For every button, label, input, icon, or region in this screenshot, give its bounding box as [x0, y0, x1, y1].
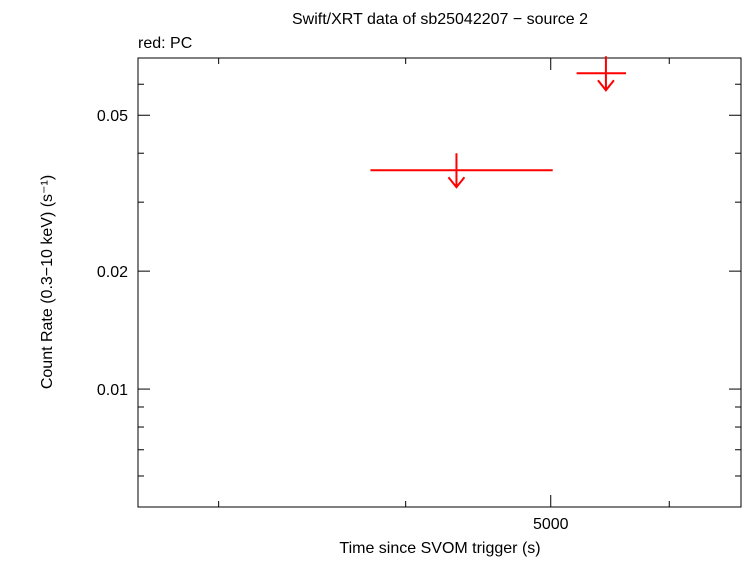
chart-title: Swift/XRT data of sb25042207 − source 2 [292, 11, 588, 28]
y-tick-label: 0.01 [97, 382, 128, 399]
plot-frame [137, 57, 742, 508]
subtitle: red: PC [138, 35, 192, 52]
y-tick-label: 0.05 [97, 108, 128, 125]
x-axis-label: Time since SVOM trigger (s) [339, 540, 540, 557]
upper-limit-arrow [447, 153, 466, 189]
y-tick-label: 0.02 [97, 264, 128, 281]
x-tick-label: 5000 [533, 516, 569, 533]
upper-limit-arrow [597, 56, 615, 92]
y-axis-label: Count Rate (0.3−10 keV) (s⁻¹) [39, 175, 56, 389]
